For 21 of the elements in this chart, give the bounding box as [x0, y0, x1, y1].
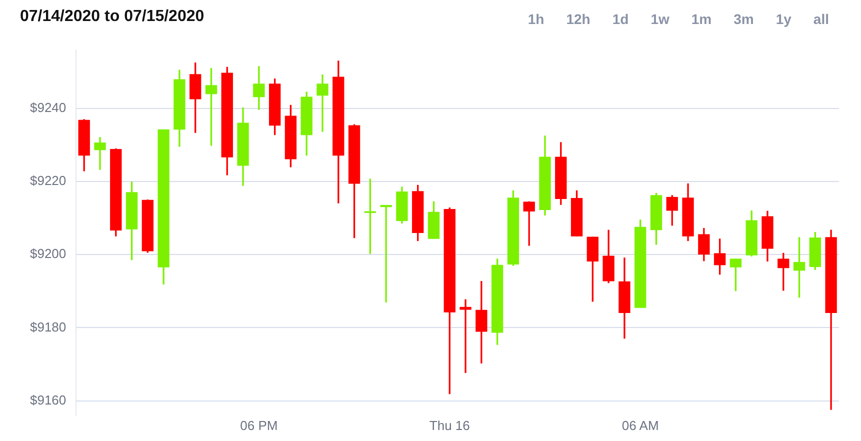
y-tick-label: $9220	[30, 173, 66, 188]
text: 1d	[611, 10, 630, 29]
text: 12h	[565, 10, 592, 29]
x-tick-label: 06 PM	[240, 418, 278, 433]
y-tick-label: $9180	[30, 319, 66, 334]
text: 1y	[774, 10, 792, 29]
y-tick-label: $9240	[30, 100, 66, 116]
x-tick-label: 06 AM	[622, 418, 659, 433]
y-tick-label: $9200	[30, 246, 66, 262]
chart-title: 07/14/2020 to 07/15/2020	[20, 8, 204, 26]
candlestick	[460, 299, 472, 373]
text: 1m	[690, 10, 713, 29]
candlestick	[380, 204, 392, 302]
candlestick	[94, 137, 106, 170]
y-tick-label: $9160	[30, 392, 66, 408]
text: 1w	[650, 10, 670, 29]
x-tick-label: Thu 16	[429, 418, 470, 433]
text: 3m	[732, 10, 755, 29]
text: all	[812, 10, 830, 29]
candlestick	[316, 74, 328, 132]
text: 1h	[526, 10, 546, 29]
